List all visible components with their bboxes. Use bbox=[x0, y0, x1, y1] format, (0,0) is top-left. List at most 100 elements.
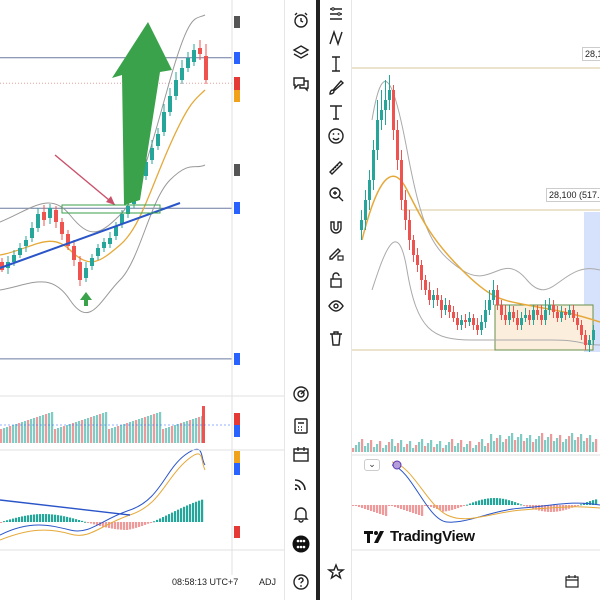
bell-icon[interactable] bbox=[285, 500, 317, 528]
lines-icon[interactable] bbox=[320, 0, 352, 28]
candle-body bbox=[42, 212, 46, 220]
right-price-chart[interactable] bbox=[352, 0, 600, 600]
star-icon[interactable] bbox=[320, 558, 352, 586]
candle-body bbox=[568, 310, 571, 315]
volume-bar bbox=[526, 438, 529, 452]
right-chart-pane[interactable]: 28,1 28,100 (517.2 ⌄ TradingView bbox=[352, 0, 600, 600]
adj-toggle[interactable]: ADJ bbox=[259, 577, 277, 587]
candle bbox=[468, 312, 471, 326]
volume-bar bbox=[39, 416, 42, 443]
macd-histogram-bar bbox=[463, 505, 466, 506]
broadcast-icon[interactable] bbox=[285, 470, 317, 498]
calendar-icon[interactable] bbox=[285, 440, 317, 468]
macd-histogram-bar bbox=[397, 505, 400, 508]
volume-bar bbox=[505, 439, 508, 452]
calculator-icon[interactable] bbox=[285, 412, 317, 440]
macd-histogram-bar bbox=[451, 505, 454, 510]
macd-histogram-bar bbox=[409, 505, 412, 512]
collapse-chevron[interactable]: ⌄ bbox=[364, 459, 380, 471]
macd-histogram-bar bbox=[39, 514, 42, 522]
candle bbox=[66, 230, 70, 250]
volume-bar bbox=[583, 441, 586, 452]
macd-histogram-bar bbox=[96, 522, 99, 526]
candle-body bbox=[524, 315, 527, 318]
macd-histogram-bar bbox=[574, 505, 577, 507]
volume-bar bbox=[108, 429, 111, 443]
macd-histogram-bar bbox=[535, 505, 538, 510]
candle-body bbox=[24, 240, 28, 246]
macd-histogram-bar bbox=[538, 505, 541, 511]
candle bbox=[412, 235, 415, 262]
candle-body bbox=[388, 90, 391, 100]
macd-histogram-bar bbox=[114, 522, 117, 530]
tradingview-logo-icon bbox=[364, 530, 384, 543]
macd-histogram-bar bbox=[87, 522, 90, 523]
volume-bar bbox=[445, 445, 448, 452]
volume-bar bbox=[126, 423, 129, 443]
layers-icon[interactable] bbox=[285, 38, 317, 66]
left-price-chart[interactable] bbox=[0, 0, 284, 600]
volume-bar bbox=[129, 422, 132, 443]
volume-bar bbox=[183, 422, 186, 443]
pane-divider[interactable] bbox=[316, 0, 320, 600]
candle-body bbox=[476, 325, 479, 330]
macd-histogram-bar bbox=[553, 505, 556, 512]
macd-histogram-bar bbox=[466, 504, 469, 506]
volume-bar bbox=[18, 423, 21, 443]
volume-bar bbox=[541, 433, 544, 452]
trash-icon[interactable] bbox=[320, 324, 352, 352]
candle-body bbox=[384, 100, 387, 110]
apps-icon[interactable] bbox=[285, 530, 317, 558]
volume-bar bbox=[66, 425, 69, 443]
left-price-scale[interactable] bbox=[232, 0, 284, 575]
eye-icon[interactable] bbox=[320, 292, 352, 320]
volume-bar bbox=[487, 443, 490, 452]
candle-body bbox=[540, 315, 543, 320]
candle-body bbox=[48, 208, 52, 218]
macd-histogram-bar bbox=[430, 505, 433, 507]
volume-bar bbox=[397, 443, 400, 452]
brush-icon[interactable] bbox=[320, 74, 352, 102]
macd-histogram-bar bbox=[427, 505, 430, 506]
help-icon[interactable] bbox=[285, 568, 317, 596]
candle-body bbox=[432, 295, 435, 300]
chat-icon[interactable] bbox=[285, 70, 317, 98]
macd-histogram-bar bbox=[3, 521, 6, 523]
magnet-icon[interactable] bbox=[320, 214, 352, 242]
candle bbox=[408, 210, 411, 250]
zoom-in-icon[interactable] bbox=[320, 180, 352, 208]
macd-histogram-bar bbox=[165, 515, 168, 522]
candle bbox=[588, 335, 591, 352]
speedometer-icon[interactable] bbox=[285, 380, 317, 408]
macd-histogram-bar bbox=[117, 522, 120, 530]
price-tag bbox=[234, 202, 240, 215]
macd-histogram-bar bbox=[102, 522, 105, 527]
macd-histogram-bar bbox=[421, 505, 424, 516]
candle-body bbox=[424, 280, 427, 290]
macd-histogram-bar bbox=[168, 514, 171, 522]
pattern-icon[interactable] bbox=[320, 24, 352, 52]
date-range-calendar-icon[interactable] bbox=[565, 574, 579, 588]
pencil-lock-icon[interactable] bbox=[320, 240, 352, 268]
volume-bar bbox=[460, 440, 463, 452]
candle bbox=[552, 300, 555, 318]
ruler-icon[interactable] bbox=[320, 154, 352, 182]
volume-bar bbox=[406, 444, 409, 452]
candle bbox=[192, 44, 196, 66]
lock-icon[interactable] bbox=[320, 266, 352, 294]
macd-histogram-bar bbox=[475, 501, 478, 505]
volume-bar bbox=[123, 424, 126, 443]
macd-histogram-bar bbox=[355, 505, 358, 506]
text-icon[interactable] bbox=[320, 98, 352, 126]
macd-histogram-bar bbox=[201, 499, 204, 522]
macd-histogram-bar bbox=[30, 514, 33, 522]
left-chart-pane[interactable]: 08:58:13 UTC+7 ADJ bbox=[0, 0, 284, 600]
volume-bar bbox=[565, 439, 568, 452]
emoji-icon[interactable] bbox=[320, 122, 352, 150]
candle-body bbox=[548, 305, 551, 310]
candle bbox=[156, 128, 160, 150]
macd-histogram-bar bbox=[144, 522, 147, 525]
cursor-line-icon[interactable] bbox=[320, 50, 352, 78]
alarm-icon[interactable] bbox=[285, 6, 317, 34]
volume-bar bbox=[394, 446, 397, 452]
